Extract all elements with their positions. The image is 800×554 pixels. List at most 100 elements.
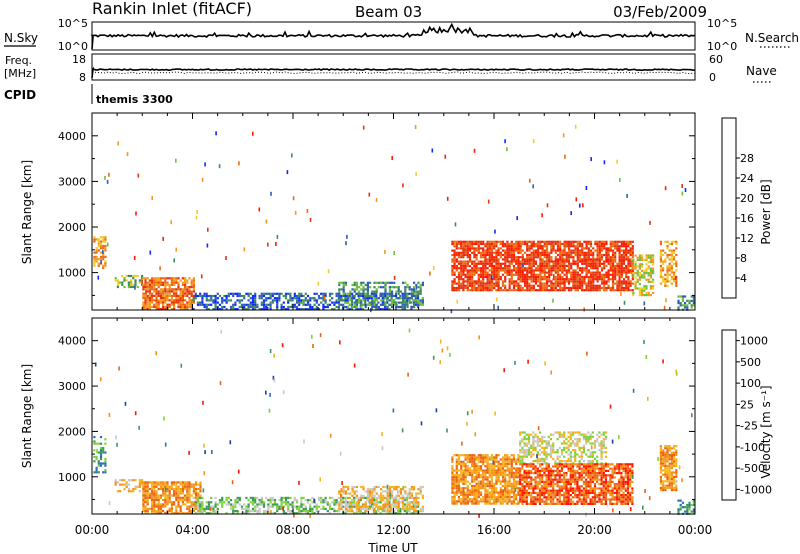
echo-cell [525,433,528,436]
echo-cell [585,267,588,270]
echo-cell [484,476,487,479]
echo-cell [262,301,266,304]
echo-cell [659,253,662,257]
echo-cell [585,245,588,248]
echo-cell [607,247,610,250]
echo-cell [638,283,641,286]
echo-speck [317,281,320,286]
echo-cell [175,301,178,304]
echo-cell [534,256,538,259]
echo-cell [151,294,154,297]
echo-cell [351,305,354,309]
echo-cell [519,269,522,272]
echo-cell [328,294,332,298]
echo-cell [504,260,507,263]
echo-speck [553,274,555,279]
echo-cell [300,301,303,304]
echo-cell [561,262,564,265]
echo-cell [499,275,502,279]
echo-cell [373,303,376,306]
echo-cell [543,440,546,443]
echo-cell [636,256,639,259]
echo-cell [495,258,498,261]
echo-cell [162,277,165,280]
echo-cell [673,273,676,276]
echo-cell [528,269,531,272]
echo-cell [155,492,158,495]
echo-cell [486,456,489,459]
echo-cell [134,487,137,491]
echo-cell [556,249,560,252]
echo-cell [181,501,184,504]
echo-cell [460,476,463,479]
echo-cell [386,492,389,495]
echo-cell [355,490,358,493]
echo-cell [477,489,480,492]
echo-cell [271,496,274,499]
echo-cell [521,271,524,274]
echo-cell [102,258,105,261]
echo-cell [413,485,416,489]
echo-cell [192,501,195,504]
echo-cell [497,462,500,466]
echo-cell [366,303,369,306]
echo-cell [393,286,396,289]
echo-cell [486,242,489,246]
echo-cell [251,294,255,298]
echo-cell [153,505,156,508]
echo-cell [512,280,516,283]
echo-cell [523,438,526,441]
echo-cell [537,253,540,257]
echo-cell [254,308,257,311]
echo-cell [464,454,467,457]
echo-cell [556,282,560,285]
echo-cell [195,496,198,499]
echo-cell [282,512,285,515]
echo-cell [647,272,650,275]
echo-cell [545,242,549,246]
echo-cell [99,240,103,243]
echo-cell [300,503,303,506]
echo-cell [638,291,641,294]
echo-cell [596,284,599,287]
echo-cell [464,286,467,290]
echo-speck [497,305,499,310]
echo-cell [457,251,461,254]
echo-cell [618,262,621,265]
echo-cell [471,245,474,248]
echo-cell [104,460,107,463]
echo-speck [433,266,435,270]
echo-cell [662,280,665,283]
echo-cell [243,503,246,506]
echo-cell [355,505,358,508]
echo-cell [344,281,347,284]
echo-cell [620,269,623,272]
echo-cell [146,496,149,499]
echo-cell [517,249,520,252]
echo-cell [457,480,461,483]
echo-cell [405,301,409,304]
echo-cell [545,249,549,252]
echo-cell [493,462,496,466]
echo-cell [510,489,513,492]
echo-cell [611,264,615,268]
echo-cell [162,305,165,308]
echo-cell [170,503,173,506]
echo-cell [548,253,551,257]
echo-cell [638,274,641,277]
echo-cell [302,496,305,499]
echo-cell [471,273,474,276]
echo-cell [475,262,478,265]
echo-cell [484,484,487,488]
echo-cell [173,512,176,515]
echo-cell [523,260,527,263]
echo-cell [146,305,149,308]
echo-cell [620,284,623,287]
echo-cell [523,455,526,458]
echo-cell [177,498,180,502]
echo-cell [504,487,507,490]
echo-cell [306,499,310,502]
echo-cell [415,501,418,504]
echo-cell [561,286,564,290]
echo-cell [495,456,498,459]
